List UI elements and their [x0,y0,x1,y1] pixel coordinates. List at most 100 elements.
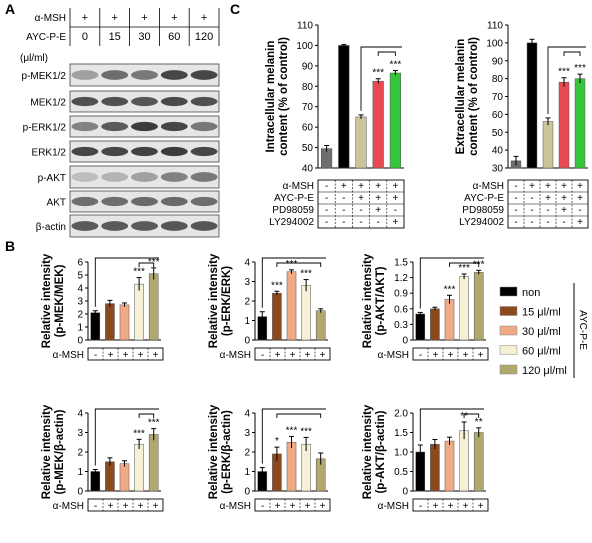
msh-sign: + [320,501,326,512]
msh-label: α-MSH [378,501,409,512]
y-tick-label: 0 [244,336,250,347]
msh-table-border [87,347,164,361]
treatment-label: AYC-P-E [274,193,314,204]
legend-label: 30 μl/ml [522,326,561,338]
msh-sign: + [123,501,129,512]
blot-band [190,146,218,157]
legend-swatch [499,286,518,297]
bar [301,285,311,341]
blot-header-cell: 60 [168,31,180,43]
y-tick-label: 1.0 [394,448,408,459]
blot-band [160,70,188,80]
blot-header-cell: + [111,12,117,24]
legend-label: 60 μl/ml [522,346,561,358]
y-tick-label: 1 [77,467,83,478]
blot-band [71,146,99,157]
significance-stars: *** [148,257,160,268]
blot-band [131,146,158,157]
y-axis-label: (p-AKT/AKT) [375,266,387,335]
treatment-sign: - [514,217,517,228]
comparison-bracket [419,257,484,309]
legend-swatch [499,306,518,316]
blot-band [101,96,129,107]
y-tick-label: 0 [244,487,250,498]
treatment-label: LY294002 [459,217,504,228]
y-axis-label: content (% of control) [468,37,480,156]
msh-table-border [254,498,331,512]
treatment-sign: + [529,181,535,192]
blot-band [71,196,99,207]
y-tick-label: 100 [486,38,503,49]
y-tick-label: 1.5 [394,428,408,439]
bar [473,272,484,341]
y-tick-label: 1 [244,316,250,327]
y-tick-label: 110 [487,21,503,32]
treatment-sign: + [375,193,381,204]
bar [542,121,554,169]
blot-band [71,221,99,231]
msh-sign: + [448,350,454,361]
msh-label: α-MSH [378,350,409,361]
blot-row-label: p-MEK1/2 [22,71,67,82]
blot-header-table: α-MSH + + + + + AYC-P-E 0 15 30 60 120 [26,8,220,46]
legend-label: non [522,287,540,299]
comparison-bracket [261,257,326,308]
blot-band [160,96,188,107]
blot-header-cell: + [171,12,177,24]
significance-stars: *** [148,418,160,429]
bar [119,463,130,492]
chart-p-mek-actin: 0 1 2 3 4 Relative intensity (p-MEK/β-actin) **… [41,404,164,512]
bar [148,273,159,341]
blot-band [131,121,158,132]
y-tick-label: 4 [77,284,83,295]
treatment-sign: - [530,205,533,216]
bar [430,308,440,341]
treatment-sign: + [392,217,398,228]
blot-rows: p-MEK1/2 MEK1/2 p-ERK1/2 ERK1/2 p-AKT AKT β-ac… [22,63,220,238]
y-tick-label: 90 [492,56,504,67]
significance-stars: *** [372,68,384,79]
msh-sign: + [108,501,114,512]
bar [148,434,159,492]
msh-sign: + [290,350,296,361]
treatment-sign: - [325,217,328,228]
significance-stars: *** [286,425,298,436]
treatment-label: PD98059 [462,205,504,216]
treatment-sign: - [530,217,533,228]
y-tick-label: 100 [296,41,313,52]
bar [119,304,130,341]
y-tick-label: 70 [302,102,314,113]
bar [355,116,367,169]
significance-stars: * [275,436,279,447]
treatment-sign: - [514,193,517,204]
msh-sign: + [478,350,484,361]
y-axis-label: Relative intensity [41,253,53,348]
y-tick-label: 40 [492,146,504,157]
y-tick-label: 6 [77,258,83,269]
y-tick-label: 0.3 [394,320,408,331]
comparison-bracket [547,46,586,114]
comparison-bracket [94,257,159,307]
msh-label: α-MSH [220,501,251,512]
treatment-sign: + [561,205,567,216]
treatment-sign: + [341,181,347,192]
msh-label: α-MSH [53,501,84,512]
blot-band [131,196,158,207]
msh-sign: - [261,350,264,361]
treatment-sign: + [392,181,398,192]
bar [444,299,455,341]
blot-row-label: p-AKT [38,173,66,184]
chart-p-mek-mek: 0 1 2 3 4 5 6 Relative intensity (p-MEK/MEK) ****… [41,253,164,361]
treatment-label: PD98059 [272,205,314,216]
treatment-sign: - [342,205,345,216]
panel-label-b: B [5,238,15,254]
y-tick-label: 50 [302,143,314,154]
blot-header-cell: + [141,12,147,24]
y-tick-label: 4 [77,409,83,420]
comparison-bracket [360,46,402,111]
bar [372,80,384,169]
treatment-sign: - [514,181,517,192]
blot-band [160,121,188,132]
blot-band [131,96,158,107]
significance-stars: *** [271,280,283,291]
